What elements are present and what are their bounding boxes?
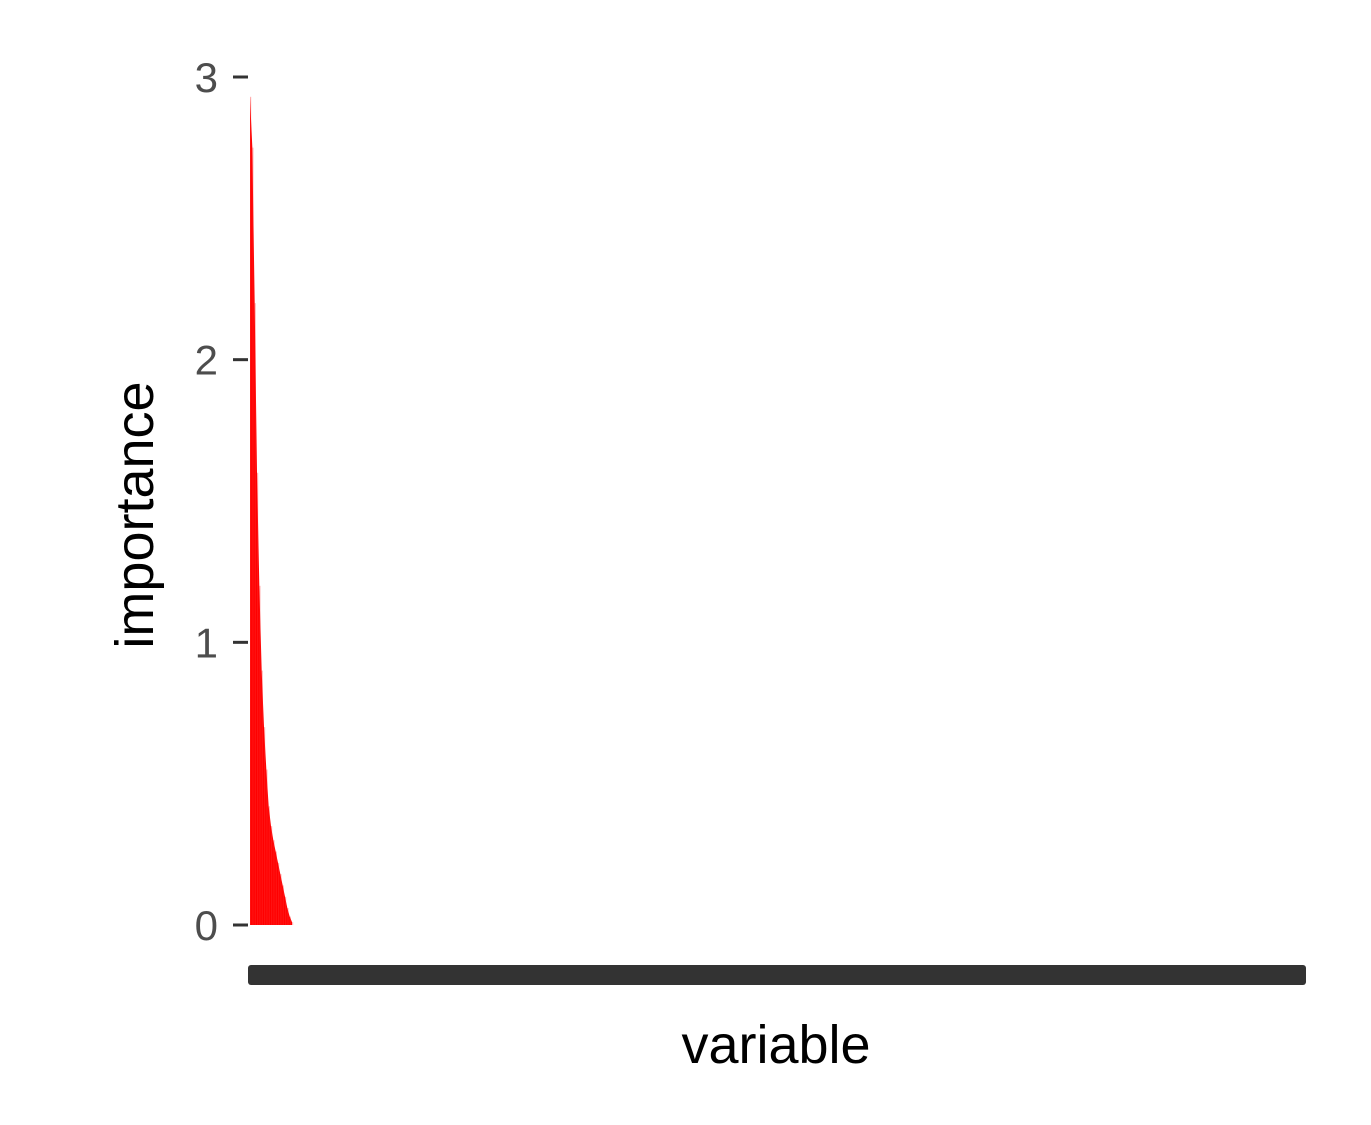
importance-bar <box>254 303 256 926</box>
importance-bar <box>280 874 282 925</box>
importance-bar <box>266 769 268 925</box>
importance-bar <box>287 908 289 925</box>
importance-bar <box>268 806 270 925</box>
importance-bar <box>289 916 291 925</box>
importance-bar <box>252 147 254 925</box>
x-axis-title: variable <box>681 1015 870 1075</box>
y-tick-label: 0 <box>195 902 218 949</box>
y-axis: 0 1 2 3 <box>195 54 248 949</box>
importance-bar <box>261 670 263 925</box>
y-tick-label: 3 <box>195 54 218 101</box>
y-axis-title: importance <box>105 381 165 648</box>
importance-bar <box>271 826 273 925</box>
importance-bar <box>264 727 266 925</box>
y-tick-label: 2 <box>195 337 218 384</box>
x-axis-tick-labels-band <box>248 965 1306 985</box>
importance-bar <box>282 885 284 925</box>
y-tick-label: 1 <box>195 619 218 666</box>
importance-area <box>250 96 292 925</box>
importance-bar <box>275 851 277 925</box>
importance-bar <box>259 585 261 925</box>
plot-area <box>250 96 294 926</box>
importance-bar <box>285 896 287 925</box>
importance-bar <box>278 862 280 925</box>
importance-bar <box>292 922 294 925</box>
importance-bar <box>273 840 275 925</box>
importance-bar <box>250 96 252 925</box>
importance-bar <box>257 472 259 925</box>
